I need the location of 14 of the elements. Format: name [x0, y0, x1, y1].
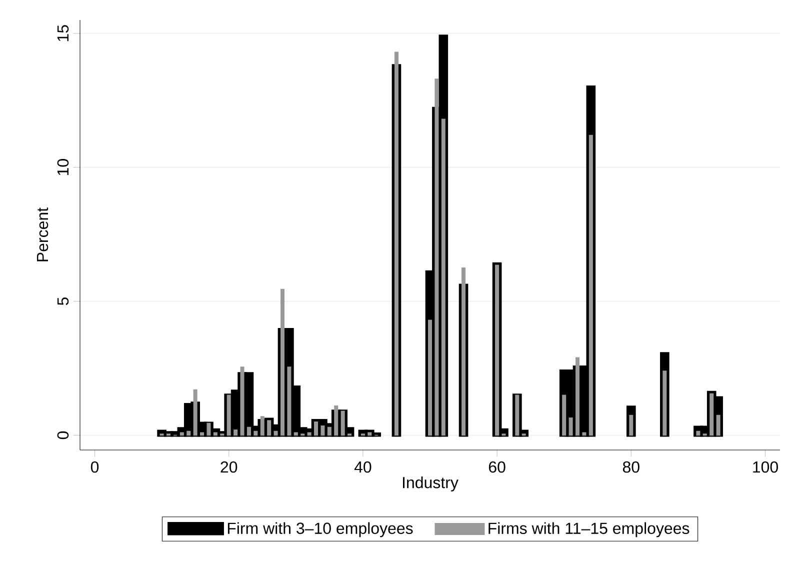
y-tick-label: 10 [57, 159, 69, 176]
x-tick-label: 100 [753, 461, 778, 473]
x-axis-title: Industry [403, 476, 458, 492]
y-tick-label: 15 [57, 25, 69, 42]
y-tick-label: 5 [57, 298, 69, 306]
x-tick-label: 40 [354, 461, 372, 473]
x-tick-label: 80 [622, 461, 640, 473]
y-axis-title: Percent [36, 208, 48, 262]
x-tick-label: 0 [90, 461, 99, 473]
x-tick-label: 60 [488, 461, 506, 473]
y-tick-label: 0 [57, 431, 69, 440]
legend-label: Firms with 11–15 employees [488, 522, 690, 538]
x-tick-label: 20 [220, 461, 238, 473]
legend-label: Firm with 3–10 employees [228, 522, 413, 538]
